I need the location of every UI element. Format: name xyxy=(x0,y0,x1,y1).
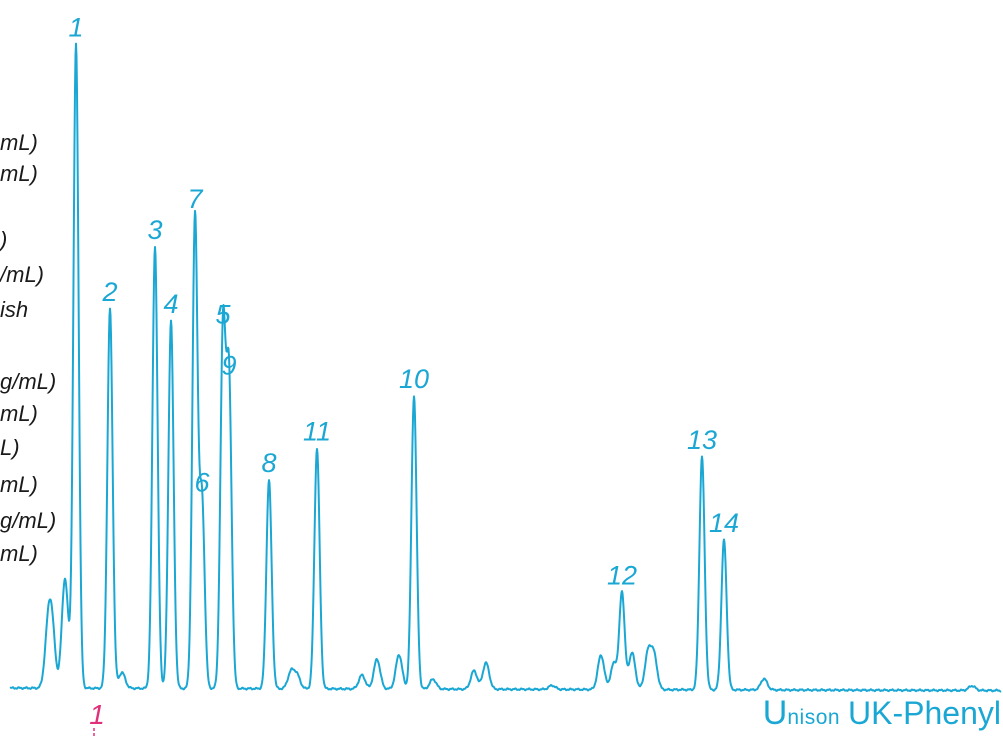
peak-label-9: 9 xyxy=(221,350,236,380)
legend-entry-7: mL) xyxy=(0,401,38,426)
peak-label-6: 6 xyxy=(194,468,210,498)
peak-label-4: 4 xyxy=(163,289,178,319)
peak-label-1: 1 xyxy=(68,13,83,43)
peak-label-3: 3 xyxy=(147,215,162,245)
legend-entry-9: mL) xyxy=(0,472,38,497)
peak-label-2: 2 xyxy=(101,277,117,307)
peak-label-13: 13 xyxy=(687,425,717,455)
legend-entry-8: L) xyxy=(0,435,20,460)
legend-entry-4: /mL) xyxy=(0,262,44,287)
legend-entry-5: ish xyxy=(0,297,29,322)
legend-entry-1: mL) xyxy=(0,130,38,155)
legend-entry-6: g/mL) xyxy=(0,369,57,394)
brand-name-rest: nison xyxy=(787,706,841,729)
legend-entry-11: mL) xyxy=(0,541,38,566)
peak-label-8: 8 xyxy=(261,448,276,478)
peak-label-7: 7 xyxy=(187,184,203,214)
marker-label: 1 xyxy=(89,699,105,730)
brand-initial: U xyxy=(762,694,788,732)
brand-logo: Unison UK-Phenyl xyxy=(763,694,1001,733)
chromatogram-trace xyxy=(9,42,1002,693)
legend-entry-2: mL) xyxy=(0,161,38,186)
injection-marker: 1 xyxy=(89,699,105,737)
peak-label-14: 14 xyxy=(709,508,739,538)
peak-label-12: 12 xyxy=(607,561,637,591)
product-name: UK-Phenyl xyxy=(848,695,1001,731)
peak-label-5: 5 xyxy=(215,300,231,330)
legend-entry-3: ) xyxy=(0,227,8,252)
peak-label-10: 10 xyxy=(399,364,429,394)
legend-entry-10: g/mL) xyxy=(0,508,57,533)
peak-label-11: 11 xyxy=(303,417,331,447)
